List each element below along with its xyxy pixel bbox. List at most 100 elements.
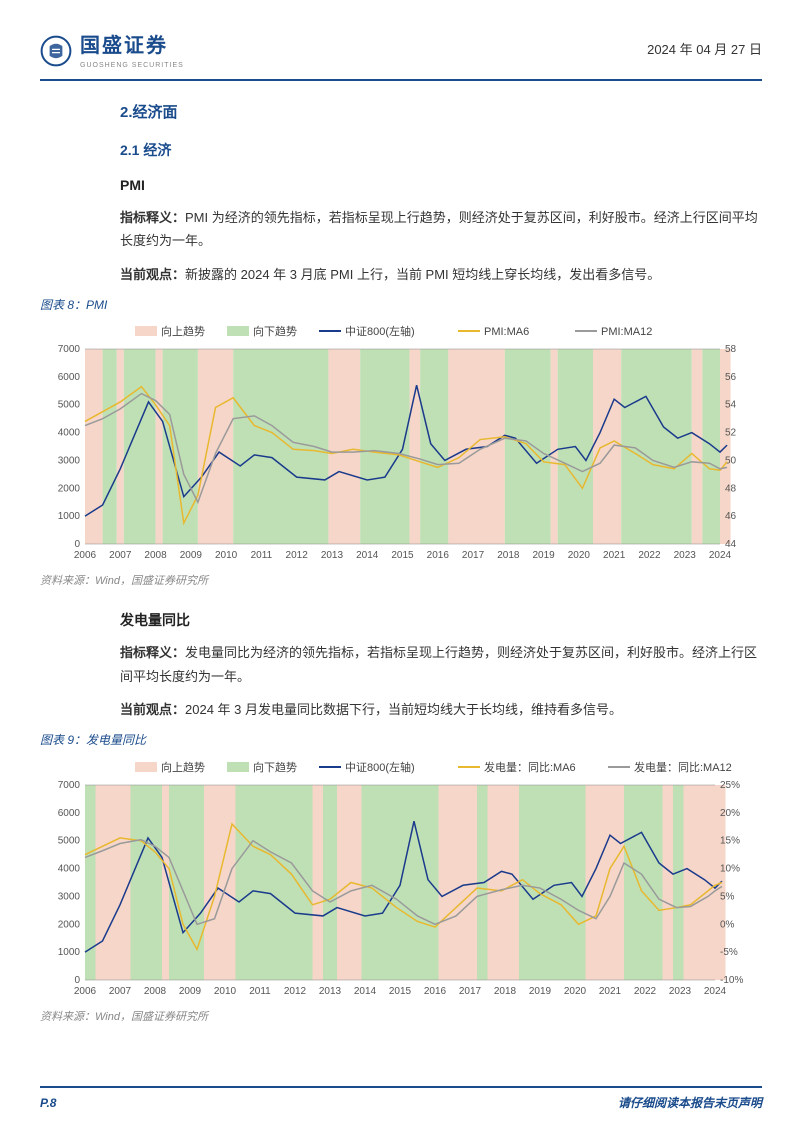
svg-text:发电量：同比:MA12: 发电量：同比:MA12: [634, 760, 732, 774]
svg-text:5%: 5%: [720, 891, 735, 902]
page-footer: P.8 请仔细阅读本报告末页声明: [40, 1086, 762, 1113]
svg-text:2007: 2007: [109, 986, 132, 997]
svg-text:1000: 1000: [58, 947, 81, 958]
svg-text:2006: 2006: [74, 550, 97, 561]
company-logo: 国盛证券 GUOSHENG SECURITIES: [40, 30, 184, 71]
topic1-title: PMI: [120, 174, 762, 196]
logo-icon: [40, 35, 72, 67]
svg-text:2016: 2016: [427, 550, 450, 561]
svg-text:2008: 2008: [144, 550, 167, 561]
chart2-source: 资料来源：Wind，国盛证券研究所: [40, 1009, 762, 1027]
svg-text:2009: 2009: [180, 550, 203, 561]
svg-text:向下趋势: 向下趋势: [253, 760, 297, 774]
page-number: P.8: [40, 1094, 56, 1113]
svg-text:2017: 2017: [459, 986, 482, 997]
svg-text:2014: 2014: [356, 550, 379, 561]
svg-text:2022: 2022: [638, 550, 661, 561]
svg-text:6000: 6000: [58, 372, 81, 383]
svg-text:1000: 1000: [58, 511, 81, 522]
svg-text:向下趋势: 向下趋势: [253, 324, 297, 338]
svg-text:2021: 2021: [603, 550, 626, 561]
svg-text:2023: 2023: [669, 986, 692, 997]
svg-text:3000: 3000: [58, 456, 81, 467]
svg-text:PMI:MA12: PMI:MA12: [601, 326, 652, 338]
topic2-view: 当前观点：2024 年 3 月发电量同比数据下行，当前短均线大于长均线，维持看多…: [120, 698, 762, 721]
svg-text:2018: 2018: [497, 550, 520, 561]
svg-text:2018: 2018: [494, 986, 517, 997]
svg-text:54: 54: [725, 400, 737, 411]
svg-text:4000: 4000: [58, 428, 81, 439]
svg-text:中证800(左轴): 中证800(左轴): [345, 324, 415, 338]
svg-text:15%: 15%: [720, 835, 740, 846]
company-sub: GUOSHENG SECURITIES: [80, 60, 184, 71]
svg-text:56: 56: [725, 372, 737, 383]
svg-text:7000: 7000: [58, 780, 81, 791]
report-date: 2024 年 04 月 27 日: [647, 40, 762, 61]
chart2: 01000200030004000500060007000-10%-5%0%5%…: [40, 755, 762, 1005]
svg-text:2008: 2008: [144, 986, 167, 997]
svg-text:10%: 10%: [720, 863, 740, 874]
chart1-title: 图表 8：PMI: [40, 296, 762, 315]
svg-text:3000: 3000: [58, 891, 81, 902]
svg-text:2007: 2007: [109, 550, 132, 561]
chart2-title: 图表 9：发电量同比: [40, 731, 762, 750]
svg-text:52: 52: [725, 428, 737, 439]
svg-text:20%: 20%: [720, 808, 740, 819]
topic1-definition: 指标释义：PMI 为经济的领先指标，若指标呈现上行趋势，则经济处于复苏区间，利好…: [120, 206, 762, 253]
svg-text:2009: 2009: [179, 986, 202, 997]
svg-text:44: 44: [725, 539, 737, 550]
chart1-source: 资料来源：Wind，国盛证券研究所: [40, 573, 762, 591]
svg-text:2016: 2016: [424, 986, 447, 997]
svg-text:2011: 2011: [251, 550, 273, 561]
page-header: 国盛证券 GUOSHENG SECURITIES 2024 年 04 月 27 …: [40, 30, 762, 81]
svg-text:2020: 2020: [568, 550, 591, 561]
svg-text:5000: 5000: [58, 835, 81, 846]
svg-text:50: 50: [725, 456, 737, 467]
svg-text:0: 0: [74, 975, 80, 986]
svg-text:2021: 2021: [599, 986, 622, 997]
svg-text:PMI:MA6: PMI:MA6: [484, 326, 529, 338]
section-title: 2.经济面: [120, 101, 762, 125]
svg-text:25%: 25%: [720, 780, 740, 791]
svg-text:2017: 2017: [462, 550, 485, 561]
svg-text:2013: 2013: [319, 986, 342, 997]
topic1-view: 当前观点：新披露的 2024 年 3 月底 PMI 上行，当前 PMI 短均线上…: [120, 263, 762, 286]
svg-text:2024: 2024: [704, 986, 727, 997]
topic2-definition: 指标释义：发电量同比为经济的领先指标，若指标呈现上行趋势，则经济处于复苏区间，利…: [120, 641, 762, 688]
svg-text:2000: 2000: [58, 484, 81, 495]
svg-text:2013: 2013: [321, 550, 344, 561]
svg-text:2011: 2011: [249, 986, 271, 997]
svg-text:发电量：同比:MA6: 发电量：同比:MA6: [484, 760, 576, 774]
svg-text:2014: 2014: [354, 986, 377, 997]
svg-text:2019: 2019: [532, 550, 555, 561]
svg-text:2023: 2023: [674, 550, 697, 561]
svg-text:2000: 2000: [58, 919, 81, 930]
svg-text:向上趋势: 向上趋势: [161, 324, 205, 338]
svg-text:0: 0: [74, 539, 80, 550]
svg-text:58: 58: [725, 344, 737, 355]
svg-text:-10%: -10%: [720, 975, 743, 986]
svg-text:2010: 2010: [215, 550, 238, 561]
svg-text:2022: 2022: [634, 986, 657, 997]
svg-text:向上趋势: 向上趋势: [161, 760, 205, 774]
svg-text:2020: 2020: [564, 986, 587, 997]
svg-text:2006: 2006: [74, 986, 97, 997]
svg-text:6000: 6000: [58, 808, 81, 819]
svg-text:中证800(左轴): 中证800(左轴): [345, 760, 415, 774]
company-name: 国盛证券: [80, 30, 184, 62]
svg-text:2015: 2015: [389, 986, 412, 997]
chart1: 0100020003000400050006000700044464850525…: [40, 319, 762, 569]
subsection-title: 2.1 经济: [120, 139, 762, 161]
disclaimer: 请仔细阅读本报告末页声明: [618, 1094, 762, 1113]
svg-text:5000: 5000: [58, 400, 81, 411]
svg-text:-5%: -5%: [720, 947, 738, 958]
svg-text:2012: 2012: [286, 550, 309, 561]
svg-text:2024: 2024: [709, 550, 732, 561]
svg-text:7000: 7000: [58, 344, 81, 355]
svg-text:2012: 2012: [284, 986, 307, 997]
svg-text:2019: 2019: [529, 986, 552, 997]
svg-text:46: 46: [725, 511, 737, 522]
topic2-title: 发电量同比: [120, 609, 762, 631]
svg-text:4000: 4000: [58, 863, 81, 874]
svg-text:2015: 2015: [391, 550, 414, 561]
